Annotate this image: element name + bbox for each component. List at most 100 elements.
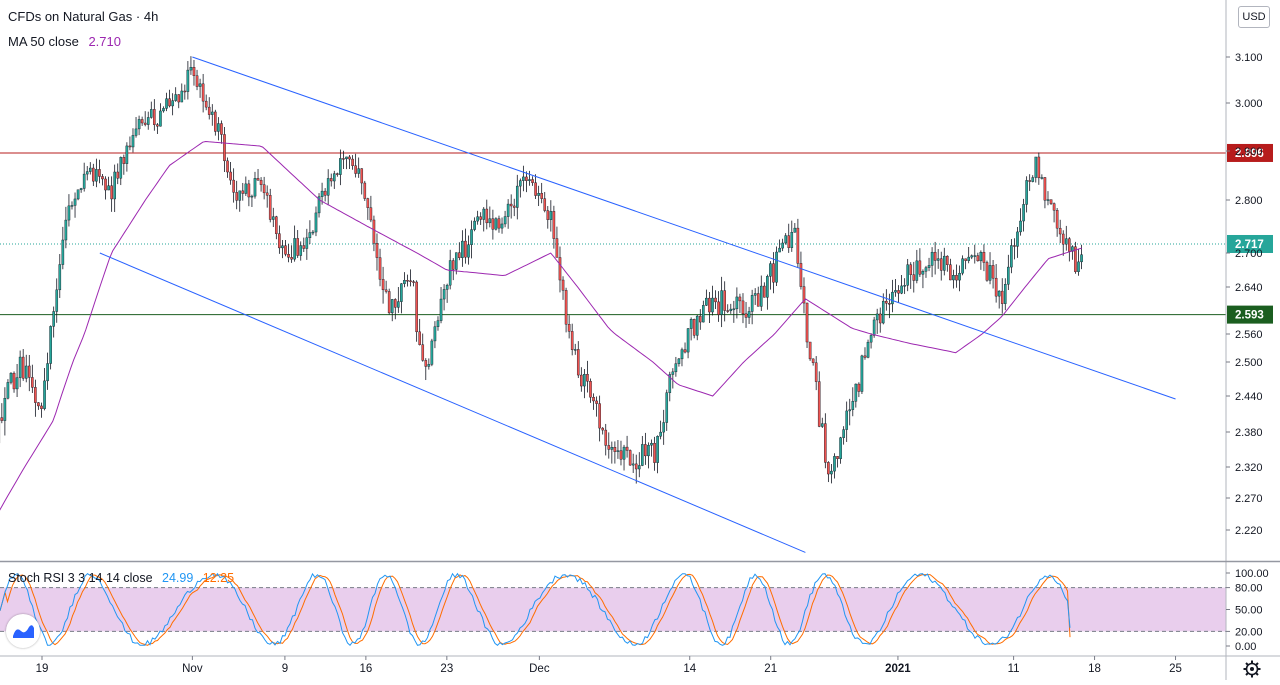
candle-body [921,271,925,275]
candle-body [656,436,659,463]
currency-badge[interactable]: USD [1238,6,1270,28]
candle-body [531,179,534,183]
candle-body [958,272,961,281]
candle-body [49,326,52,364]
candle-body [628,450,632,466]
time-tick-label: 25 [1169,663,1182,675]
candle-body [314,212,318,233]
candle-body [988,265,992,281]
candle-body [558,257,562,281]
last-price-tag [1227,234,1273,253]
price-tick-label: 2.380 [1235,427,1263,439]
candle-body [793,227,797,233]
candle-body [610,447,614,450]
candle-body [223,134,226,162]
trendlines[interactable] [99,56,1176,553]
stoch-rsi-d-value: 12.25 [202,571,235,585]
candle-body [329,178,333,182]
candle-body [125,145,129,164]
candle-body [741,300,745,315]
candle-body [964,258,967,261]
candle-body [317,196,321,214]
candle-body [467,244,470,258]
candle-body [772,263,775,283]
candle-body [586,374,589,382]
candle-body [140,119,144,124]
candle-body [747,311,751,318]
candle-body [12,372,16,390]
candle-body [766,276,769,298]
candle-body [70,205,74,207]
lower-channel-line[interactable] [99,252,806,553]
candle-body [732,308,736,311]
main-legend[interactable]: CFDs on Natural Gas · 4h [8,9,158,24]
candle-body [1000,290,1004,304]
candle-body [85,171,89,175]
candle-body [753,293,757,296]
candle-body [311,231,315,234]
candle-body [607,445,611,450]
candle-body [906,264,909,286]
candle-body [153,109,156,125]
candle-body [662,422,665,433]
ma-legend[interactable]: MA 50 close 2.710 [8,34,121,49]
candle-body [750,295,754,312]
candle-body [445,284,449,290]
horizontal-levels[interactable]: 2.896 2.593 2.717 [0,143,1273,324]
candle-body [625,446,629,451]
candle-body [872,319,876,336]
candle-body [375,243,379,258]
candle-body [180,90,184,103]
legend-separator: · [135,9,144,24]
tradingview-logo-icon[interactable] [6,614,40,648]
candle-body [961,258,964,274]
candle-body [354,165,357,174]
candle-body [1058,227,1062,235]
candle-body [897,290,900,294]
candle-body [702,305,705,323]
candle-body [952,275,955,281]
candle-body [631,463,635,466]
candle-body [24,365,28,379]
candle-body [790,232,794,248]
candle-body [561,279,565,291]
stoch-rsi-band [0,587,1226,632]
candle-body [363,182,367,199]
candle-body [976,255,980,262]
candle-body [98,169,101,177]
stoch-rsi-legend[interactable]: Stoch RSI 3 3 14 14 close 24.99 12.25 [8,571,234,585]
candle-body [878,313,882,324]
candle-body [1068,238,1071,252]
candle-body [110,185,113,200]
candle-body [247,183,251,198]
candle-body [55,289,59,312]
candle-body [598,403,601,429]
candle-body [40,405,43,409]
candle-body [265,192,269,196]
candle-body [997,290,1001,297]
time-tick-label: 9 [282,663,288,675]
candle-body [653,442,656,463]
candle-body [552,211,556,239]
candle-body [488,218,492,224]
rsi-tick-label: 0.00 [1235,641,1256,653]
price-tick-label: 3.000 [1235,98,1263,110]
candle-body [1046,199,1050,201]
candle-body [220,123,223,135]
candle-body [1055,210,1059,229]
candle-body [735,296,739,310]
candle-body [88,167,92,172]
upper-channel-line[interactable] [192,56,1176,400]
candle-body [1052,203,1056,211]
gear-icon[interactable] [1242,659,1262,679]
candle-body [522,176,525,181]
candle-body [973,255,977,257]
candle-body [641,444,644,466]
candle-body [27,365,31,378]
candle-body [991,265,995,279]
last-price-label: 2.717 [1235,239,1264,251]
candle-body [397,301,400,308]
candle-body [705,297,708,306]
